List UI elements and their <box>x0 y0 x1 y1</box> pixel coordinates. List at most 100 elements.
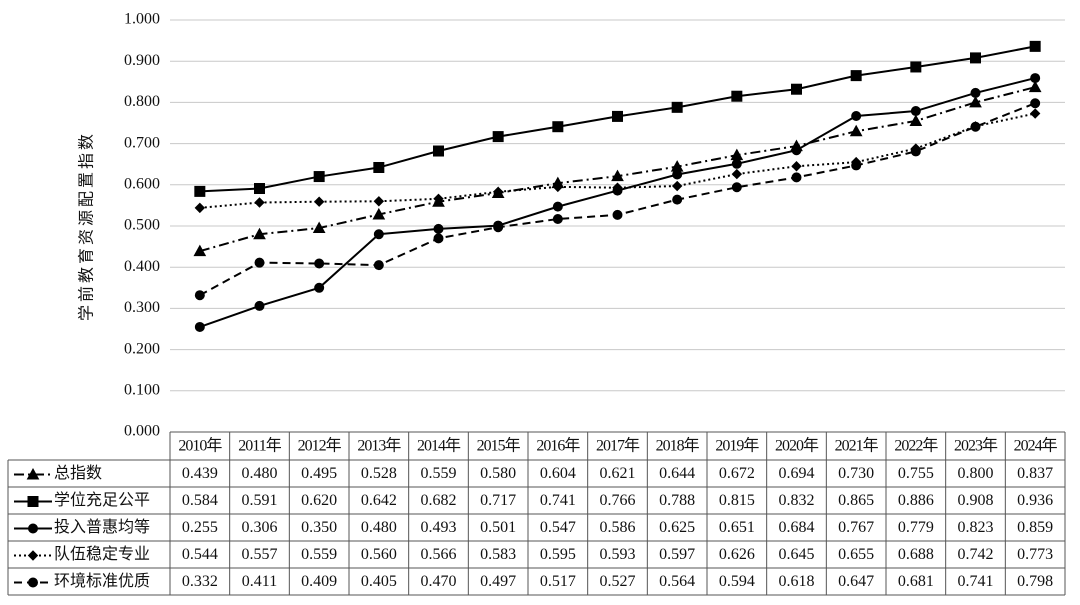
table-cell: 0.593 <box>600 546 636 563</box>
table-cell: 0.684 <box>779 519 815 536</box>
marker <box>1030 73 1041 84</box>
table-cell: 0.350 <box>301 519 337 536</box>
marker <box>672 169 683 180</box>
marker <box>254 257 265 268</box>
table-cell: 0.527 <box>600 573 636 590</box>
y-tick-label: 0.100 <box>124 381 160 398</box>
table-cell: 0.767 <box>838 519 874 536</box>
marker <box>313 171 325 183</box>
marker <box>850 70 862 82</box>
table-cell: 0.586 <box>600 519 636 536</box>
table-cell: 0.559 <box>421 465 457 482</box>
table-cell: 0.560 <box>361 546 397 563</box>
marker <box>313 196 325 207</box>
marker <box>791 83 802 95</box>
marker <box>910 61 922 73</box>
table-cell: 0.681 <box>898 573 934 590</box>
table-cell: 0.717 <box>480 492 516 509</box>
legend-label: 总指数 <box>54 464 102 482</box>
table-cell: 0.779 <box>898 519 934 536</box>
marker <box>312 221 326 234</box>
x-tick-label: 2012年 <box>298 437 342 455</box>
marker <box>314 258 325 269</box>
marker <box>671 101 683 113</box>
table-cell: 0.584 <box>182 492 218 509</box>
marker <box>731 90 743 102</box>
marker <box>254 197 265 208</box>
y-tick-label: 0.300 <box>124 299 160 316</box>
x-tick-label: 2017年 <box>596 437 640 455</box>
table-cell: 0.647 <box>838 573 874 590</box>
table-cell: 0.625 <box>659 519 695 536</box>
table-cell: 0.583 <box>480 546 516 563</box>
table-cell: 0.566 <box>421 546 457 563</box>
x-tick-label: 2010年 <box>178 437 222 455</box>
marker <box>731 168 743 180</box>
marker <box>1030 98 1041 109</box>
table-cell: 0.621 <box>600 465 636 482</box>
table-cell: 0.908 <box>958 492 994 509</box>
table-cell: 0.798 <box>1017 573 1053 590</box>
table-cell: 0.651 <box>719 519 755 536</box>
table-cell: 0.480 <box>242 465 278 482</box>
table-cell: 0.544 <box>182 546 218 563</box>
marker <box>373 161 385 173</box>
y-tick-label: 0.600 <box>124 175 160 192</box>
legend-marker <box>27 550 39 561</box>
table-cell: 0.470 <box>421 573 457 590</box>
marker <box>552 121 564 133</box>
table-cell: 0.865 <box>838 492 874 509</box>
table-cell: 0.409 <box>301 573 337 590</box>
marker <box>612 182 623 193</box>
table-cell: 0.642 <box>361 492 397 509</box>
x-tick-label: 2018年 <box>656 437 700 455</box>
y-tick-label: 0.800 <box>124 93 160 110</box>
y-tick-label: 1.000 <box>124 11 160 28</box>
marker <box>433 233 444 244</box>
table-cell: 0.559 <box>301 546 337 563</box>
marker <box>671 180 683 192</box>
x-tick-label: 2022年 <box>894 437 938 455</box>
y-tick-label: 0.400 <box>124 258 160 275</box>
table-cell: 0.742 <box>958 546 994 563</box>
marker <box>314 282 325 293</box>
y-tick-label: 0.000 <box>124 423 160 440</box>
marker <box>433 193 444 205</box>
marker <box>730 148 744 161</box>
marker <box>611 169 624 182</box>
x-tick-label: 2024年 <box>1014 437 1058 455</box>
table-cell: 0.672 <box>719 465 755 482</box>
table-cell: 0.741 <box>958 573 994 590</box>
legend-label: 环境标准优质 <box>54 571 150 590</box>
legend-marker <box>28 523 38 534</box>
y-axis-title: 学前教育资源配置指数 <box>78 131 96 321</box>
table-cell: 0.682 <box>421 492 457 509</box>
table-cell: 0.597 <box>659 546 695 563</box>
marker <box>373 260 384 271</box>
marker <box>254 300 265 311</box>
table-cell: 0.800 <box>958 465 994 482</box>
table-cell: 0.886 <box>898 492 934 509</box>
marker <box>194 202 206 214</box>
table-cell: 0.439 <box>182 465 218 482</box>
marker <box>970 121 981 132</box>
marker <box>909 114 923 126</box>
marker <box>910 106 921 117</box>
table-cell: 0.773 <box>1017 546 1053 563</box>
marker <box>552 201 563 212</box>
table-cell: 0.823 <box>958 519 994 536</box>
table-cell: 0.618 <box>779 573 815 590</box>
table-cell: 0.604 <box>540 465 576 482</box>
marker <box>970 87 981 98</box>
table-cell: 0.480 <box>361 519 397 536</box>
legend-label: 学位充足公平 <box>54 491 150 509</box>
marker <box>791 145 802 156</box>
x-tick-label: 2013年 <box>357 437 401 455</box>
x-tick-label: 2011年 <box>238 437 281 455</box>
table-cell: 0.859 <box>1017 519 1053 536</box>
table-cell: 0.255 <box>182 519 218 536</box>
marker <box>373 196 385 207</box>
marker <box>373 229 384 240</box>
marker <box>194 321 205 332</box>
